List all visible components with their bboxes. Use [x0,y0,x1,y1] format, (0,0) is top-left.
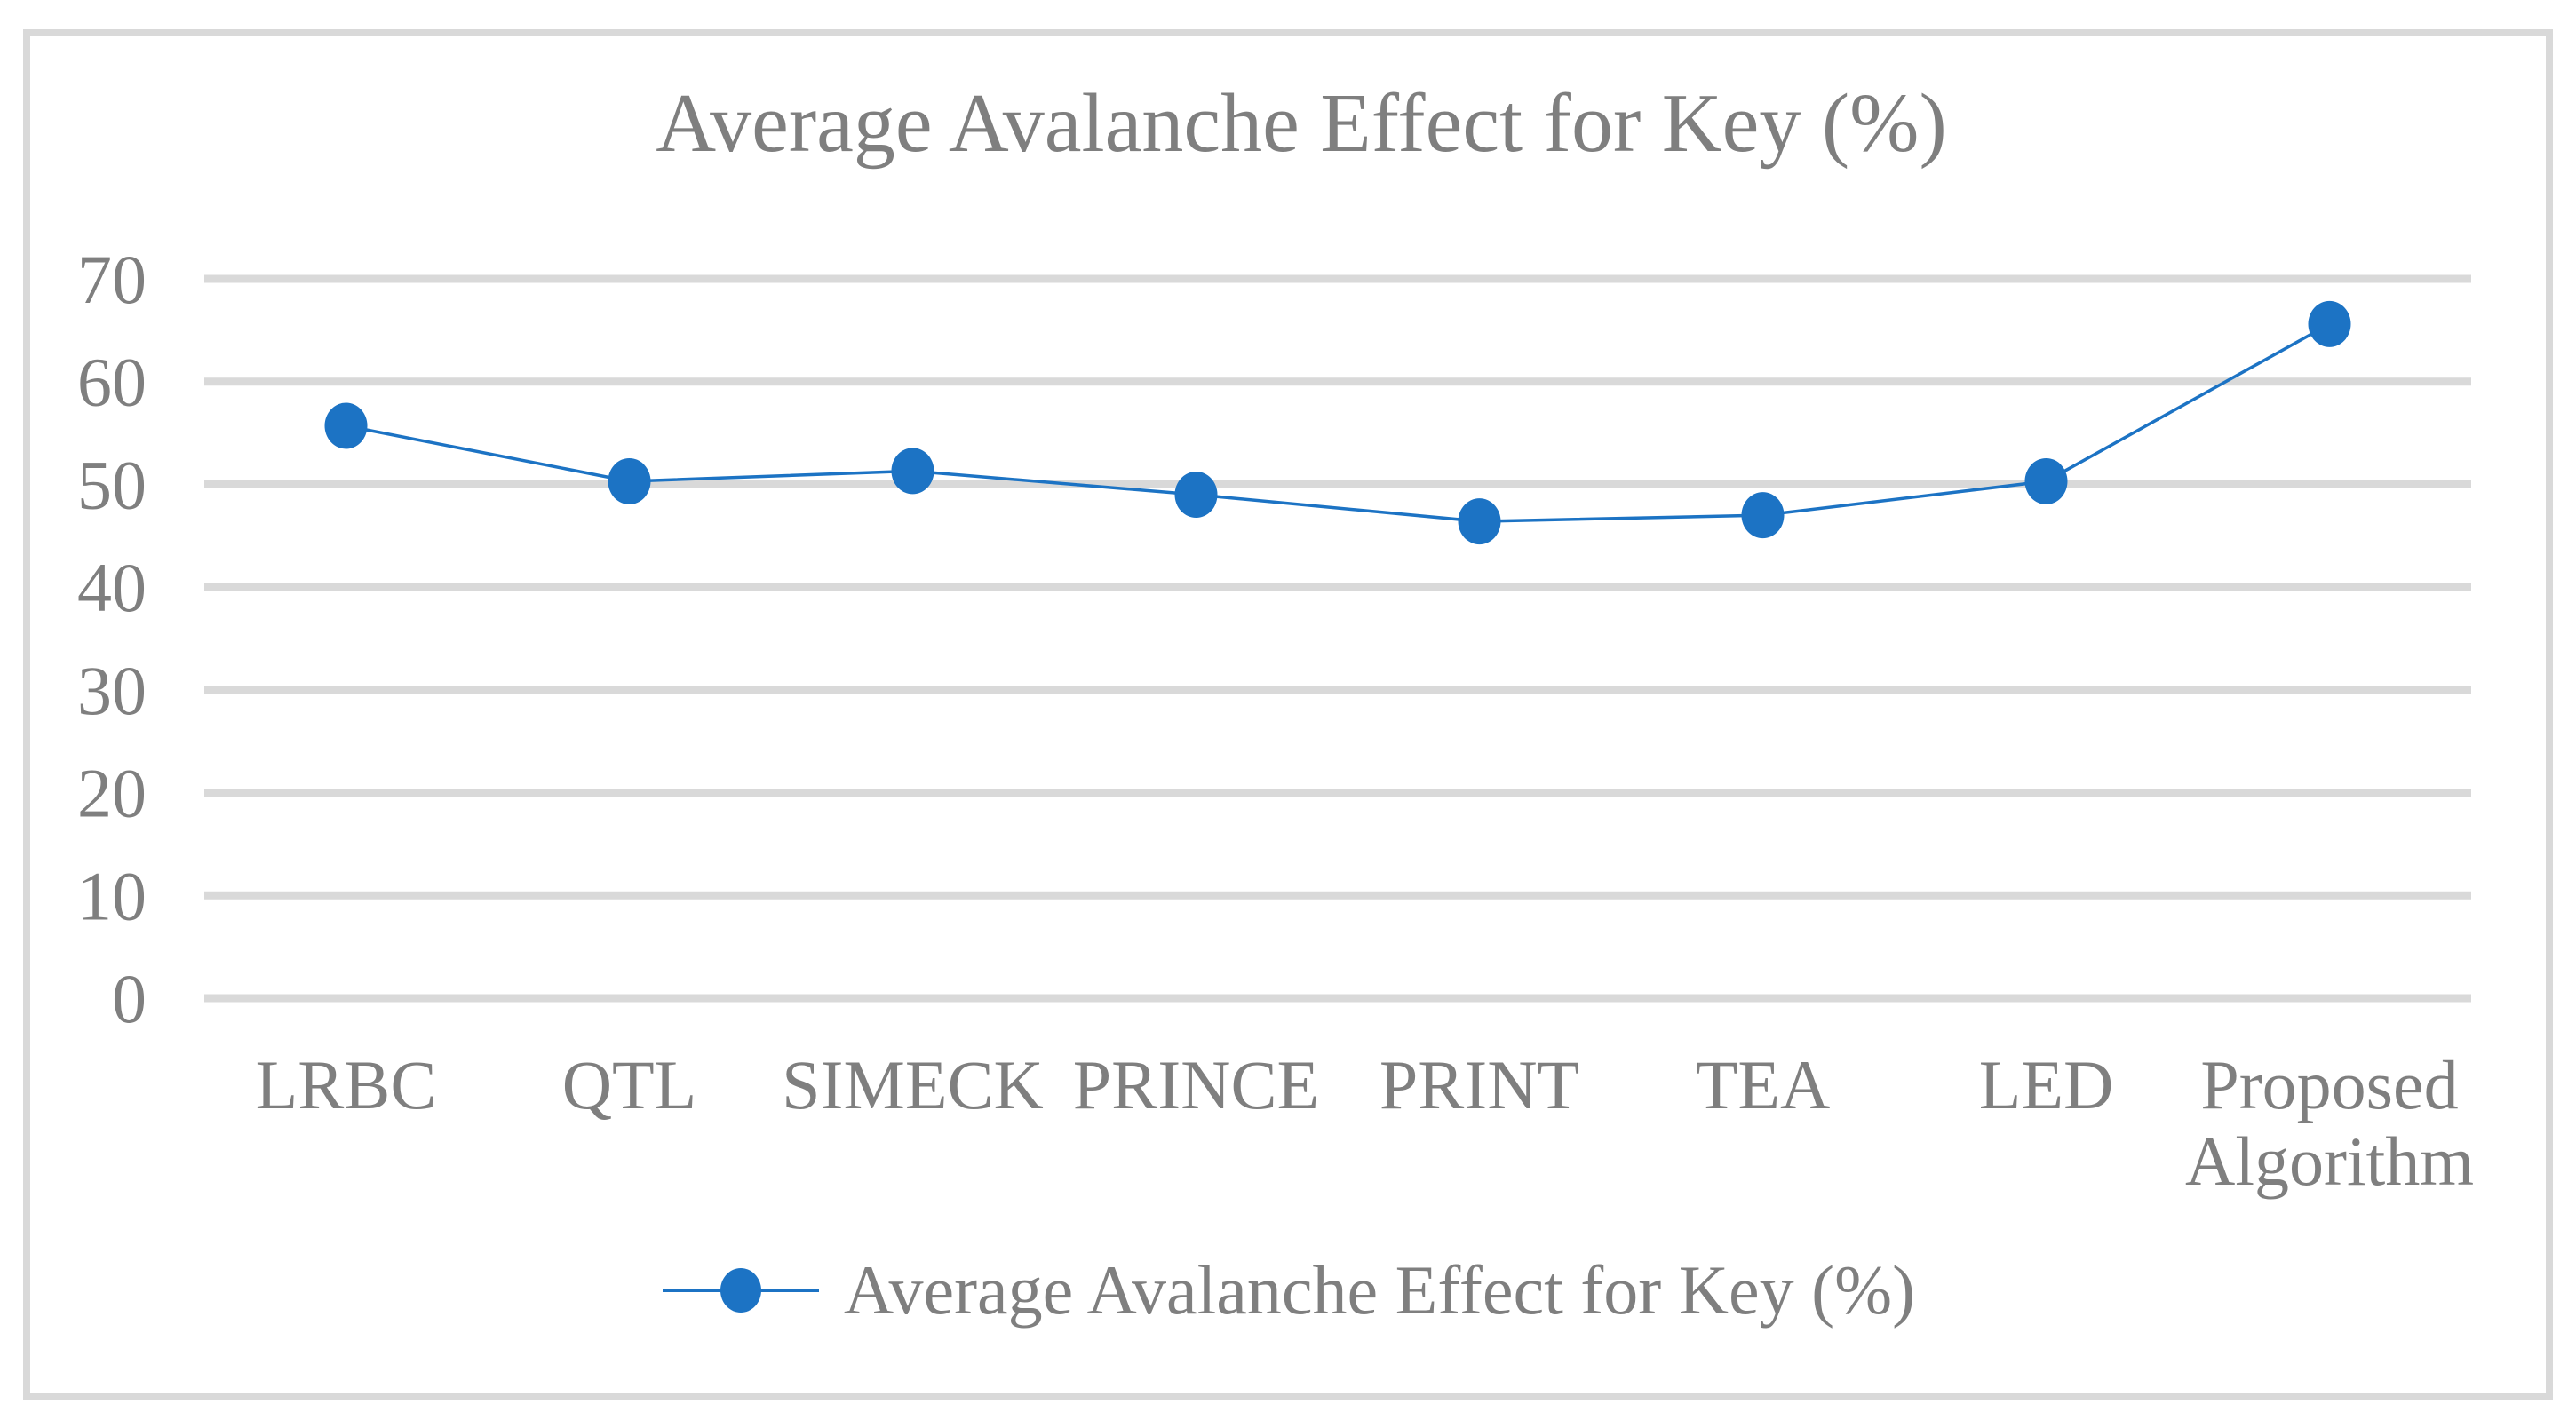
data-point-led [2024,457,2068,504]
category-label: PRINT [1379,1046,1579,1123]
y-tick-label: 10 [77,857,147,934]
y-tick-label: 60 [77,344,147,421]
data-point-simeck [891,448,934,495]
category-label: TEA [1696,1046,1831,1123]
y-tick-label: 20 [77,755,147,832]
data-point-prince [1174,472,1218,518]
series-line [346,322,2331,523]
category-label: LED [1979,1046,2114,1123]
data-point-print [1458,498,1501,545]
y-tick-label: 70 [77,241,147,318]
data-point-qtl [608,457,651,504]
chart-border [23,29,2553,1400]
category-label: LRBC [256,1046,437,1123]
y-tick-label: 40 [77,549,147,626]
category-label: QTL [562,1046,697,1123]
legend: Average Avalanche Effect for Key (%) [0,1250,2576,1330]
category-label: Proposed Algorithm [2185,1046,2474,1200]
data-point-lrbc [324,402,368,449]
y-tick-label: 50 [77,446,147,523]
data-point-tea [1741,492,1785,539]
category-label: SIMECK [782,1046,1044,1123]
data-point-proposed [2308,300,2351,347]
category-label: PRINCE [1073,1046,1319,1123]
chart-title: Average Avalanche Effect for Key (%) [656,77,1947,170]
y-tick-label: 30 [77,652,147,729]
legend-marker-dot [720,1268,761,1313]
legend-label: Average Avalanche Effect for Key (%) [843,1251,1916,1329]
legend-marker-icon [662,1268,819,1313]
y-tick-label: 0 [112,960,147,1037]
